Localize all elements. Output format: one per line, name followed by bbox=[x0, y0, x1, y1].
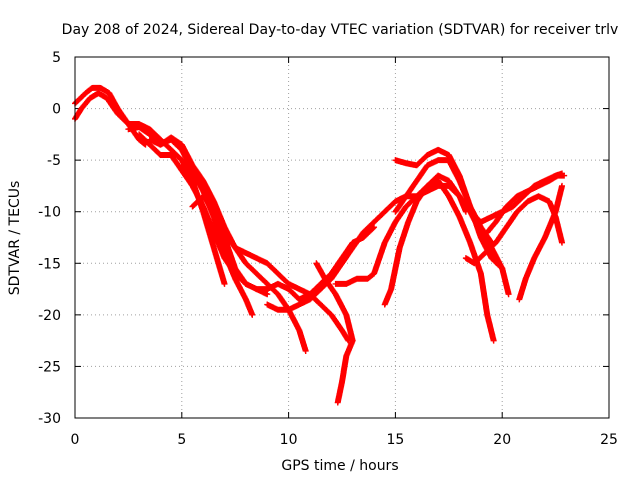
y-tick-label: -10 bbox=[38, 205, 61, 221]
series-arc-11 bbox=[381, 172, 469, 308]
grid-lines bbox=[75, 57, 609, 418]
data-point-markers bbox=[467, 170, 566, 226]
series-arc-9 bbox=[313, 260, 356, 406]
y-tick-label: -15 bbox=[38, 256, 61, 272]
x-axis-label: GPS time / hours bbox=[281, 458, 398, 474]
y-tick-label: 5 bbox=[52, 50, 61, 66]
data-point-markers bbox=[200, 182, 378, 303]
y-tick-label: -20 bbox=[38, 308, 61, 324]
series-arc-1 bbox=[72, 84, 149, 148]
series-arc-6 bbox=[189, 193, 352, 344]
x-tick-label: 20 bbox=[493, 432, 511, 448]
y-axis-label: SDTVAR / TECUs bbox=[7, 181, 23, 296]
x-tick-label: 5 bbox=[177, 432, 186, 448]
y-tick-label: 0 bbox=[52, 102, 61, 118]
y-tick-label: -30 bbox=[38, 411, 61, 427]
data-point-markers bbox=[516, 182, 566, 303]
plot-frame bbox=[74, 56, 610, 419]
y-tick-labels: 5 0 -5 -10 -15 -20 -25 -30 bbox=[38, 50, 61, 427]
data-point-markers bbox=[72, 84, 149, 148]
x-tick-label: 0 bbox=[71, 432, 80, 448]
series-arc-14 bbox=[462, 193, 566, 267]
data-point-markers bbox=[189, 193, 352, 344]
y-tick-label: -5 bbox=[47, 153, 61, 169]
data-point-markers bbox=[313, 260, 356, 406]
x-tick-labels: 0 5 10 15 20 25 bbox=[71, 432, 618, 448]
data-points bbox=[72, 84, 568, 406]
chart-title: Day 208 of 2024, Sidereal Day-to-day VTE… bbox=[62, 22, 619, 38]
data-point-markers bbox=[462, 193, 566, 267]
x-tick-label: 25 bbox=[600, 432, 618, 448]
series-arc-16 bbox=[467, 170, 566, 226]
series-arc-3 bbox=[125, 124, 256, 318]
series-arc-7 bbox=[200, 182, 378, 303]
data-point-markers bbox=[125, 124, 256, 318]
x-tick-label: 15 bbox=[386, 432, 404, 448]
x-tick-label: 10 bbox=[280, 432, 298, 448]
series-arc-17 bbox=[516, 182, 566, 303]
data-point-markers bbox=[381, 172, 469, 308]
y-tick-label: -25 bbox=[38, 359, 61, 375]
